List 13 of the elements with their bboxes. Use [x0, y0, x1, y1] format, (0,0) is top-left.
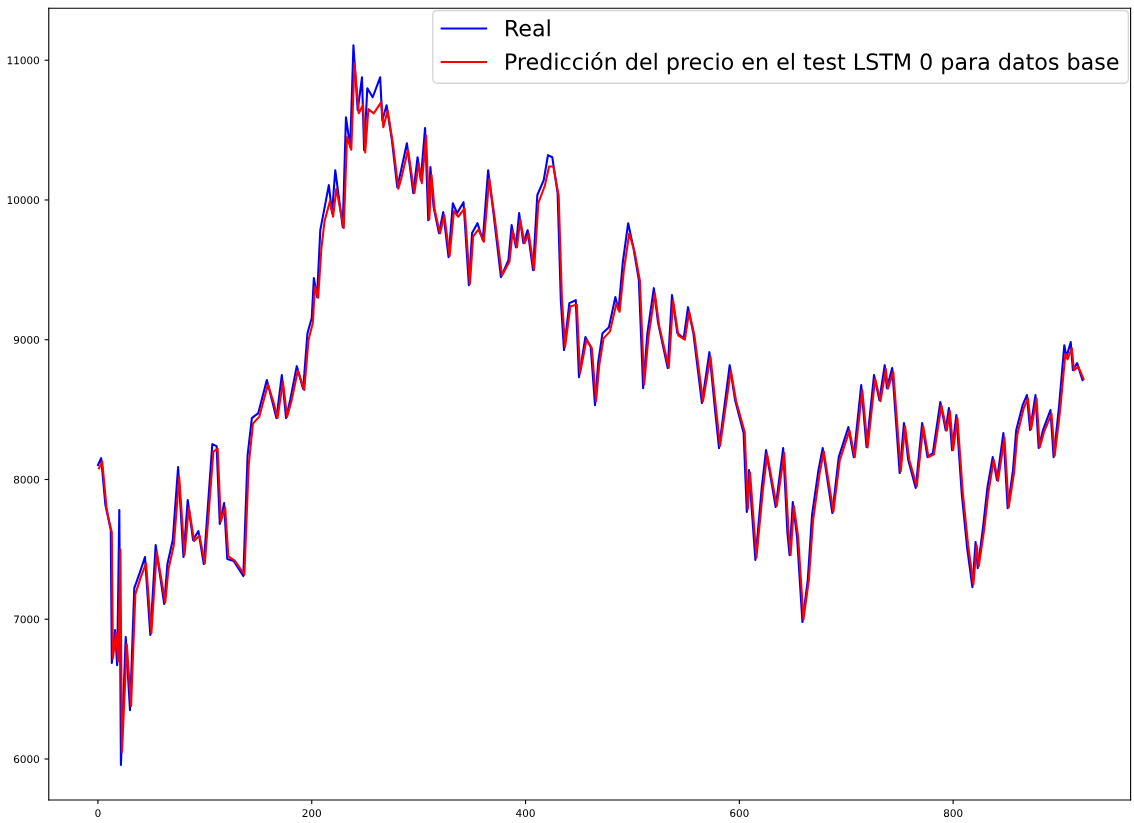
y-tick-label: 8000	[13, 475, 40, 484]
y-tick-label: 6000	[13, 755, 40, 764]
x-tick-label: 400	[516, 809, 535, 818]
y-tick-label: 9000	[13, 335, 40, 344]
legend-label: Real	[506, 19, 550, 37]
y-tick-label: 11000	[7, 56, 40, 65]
y-tick-label: 10000	[7, 196, 40, 205]
x-tick-label: 200	[302, 809, 321, 818]
legend-label: Predicción del precio en el test LSTM 0 para datos base	[506, 51, 1119, 75]
y-tick-label: 7000	[14, 615, 40, 624]
x-tick-label: 800	[943, 809, 963, 818]
x-tick-label: 0	[95, 809, 101, 818]
x-tick-label: 600	[730, 809, 749, 818]
